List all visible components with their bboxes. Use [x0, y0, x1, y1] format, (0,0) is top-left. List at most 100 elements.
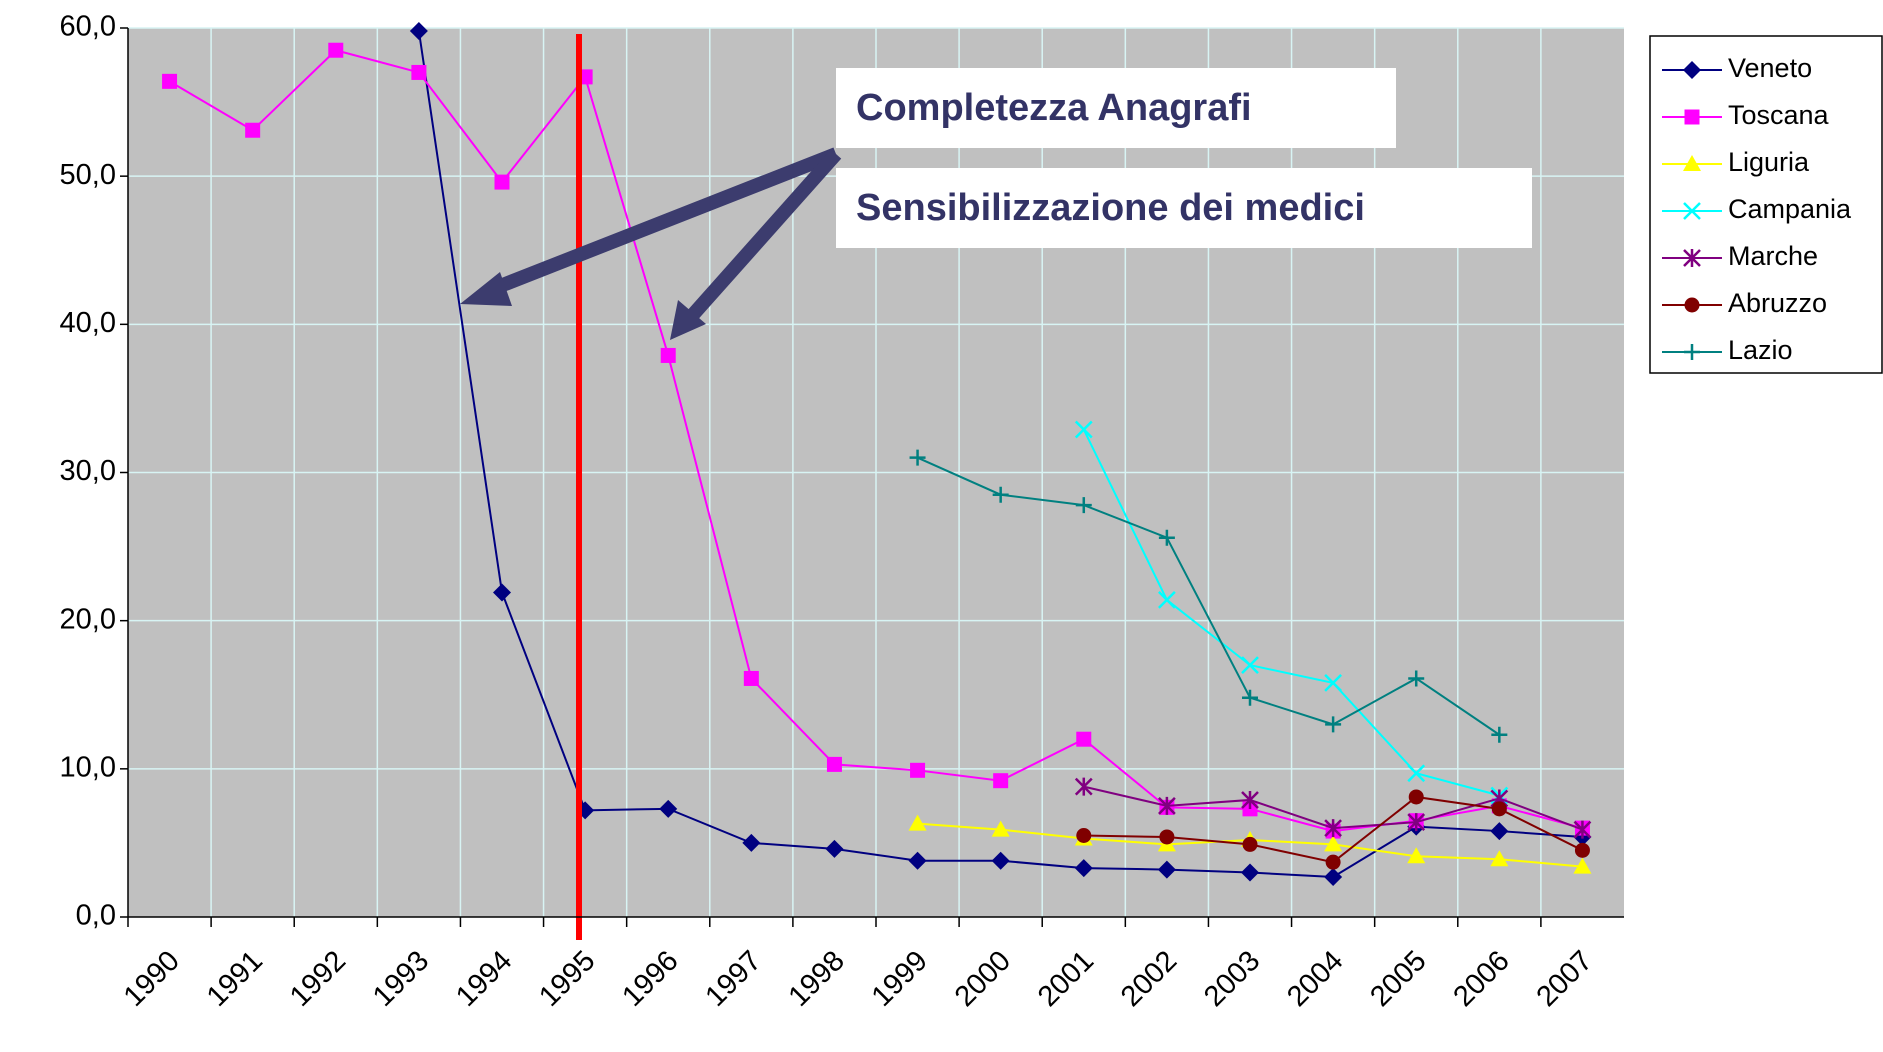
marker — [1408, 670, 1425, 687]
marker — [245, 122, 261, 138]
marker — [991, 851, 1010, 870]
marker — [1158, 796, 1176, 815]
x-tick-label: 1998 — [783, 945, 851, 1013]
legend-label: Lazio — [1728, 335, 1793, 365]
legend-label: Veneto — [1728, 53, 1812, 83]
marker — [1074, 859, 1093, 878]
marker — [1158, 591, 1176, 609]
annotation: Sensibilizzazione dei medici — [856, 187, 1365, 229]
marker — [1074, 777, 1093, 796]
x-tick-label: 2003 — [1198, 945, 1266, 1013]
y-tick-label: 20,0 — [60, 603, 116, 635]
legend-label: Marche — [1728, 241, 1818, 271]
marker — [908, 851, 927, 870]
marker — [1491, 801, 1507, 817]
annotation: Completezza Anagrafi — [856, 87, 1252, 129]
marker — [1074, 420, 1093, 439]
marker — [1242, 836, 1258, 852]
marker — [1407, 764, 1426, 783]
marker — [1407, 847, 1426, 864]
x-tick-label: 1995 — [533, 945, 601, 1013]
x-tick-label: 2005 — [1364, 945, 1432, 1013]
marker — [908, 814, 927, 831]
marker — [162, 73, 178, 89]
legend-marker — [1683, 61, 1701, 79]
annotation-box — [836, 68, 1396, 148]
marker — [910, 762, 926, 778]
marker — [1324, 819, 1342, 838]
series-line — [169, 49, 1583, 833]
legend-label: Liguria — [1728, 147, 1810, 177]
x-tick-label: 1996 — [616, 945, 684, 1013]
marker — [1241, 656, 1259, 675]
marker — [409, 21, 428, 40]
legend — [1649, 35, 1883, 374]
marker — [1325, 716, 1342, 733]
x-tick-label: 1993 — [367, 945, 435, 1013]
marker — [411, 64, 427, 80]
x-tick-label: 2004 — [1281, 945, 1349, 1013]
marker — [825, 839, 844, 858]
marker — [1242, 689, 1258, 706]
marker — [742, 833, 761, 852]
marker — [1491, 726, 1508, 743]
x-tick-label: 1992 — [284, 945, 352, 1013]
marker — [743, 670, 759, 686]
x-tick-label: 2001 — [1032, 945, 1100, 1013]
legend-label: Abruzzo — [1728, 288, 1827, 318]
marker — [991, 820, 1010, 837]
marker — [1075, 497, 1092, 514]
legend-label: Campania — [1728, 194, 1852, 224]
marker — [660, 347, 676, 363]
series-line — [1082, 429, 1500, 797]
x-tick-label: 1997 — [699, 945, 767, 1013]
marker — [1573, 820, 1592, 839]
y-tick-label: 60,0 — [60, 11, 116, 43]
marker — [1157, 860, 1176, 879]
legend-label: Toscana — [1728, 100, 1830, 130]
marker — [1408, 789, 1424, 805]
legend-marker — [1683, 249, 1701, 267]
marker — [1158, 529, 1175, 546]
x-tick-label: 1990 — [118, 945, 186, 1013]
y-tick-label: 0,0 — [76, 900, 116, 932]
marker — [494, 174, 510, 190]
legend-marker — [1684, 344, 1700, 360]
marker — [1490, 850, 1509, 867]
marker — [1076, 731, 1092, 747]
marker — [909, 449, 926, 466]
marker — [1574, 842, 1590, 858]
marker — [1241, 790, 1259, 809]
marker — [1573, 857, 1592, 874]
marker — [659, 799, 678, 818]
x-tick-label: 2002 — [1115, 945, 1183, 1013]
marker — [1490, 822, 1509, 841]
x-tick-label: 1999 — [866, 945, 934, 1013]
marker — [1407, 813, 1426, 832]
marker — [493, 583, 511, 602]
marker — [1324, 867, 1343, 886]
legend-marker — [1683, 155, 1701, 171]
y-tick-label: 40,0 — [60, 307, 116, 339]
marker — [993, 773, 1009, 789]
marker — [826, 756, 842, 772]
y-tick-label: 10,0 — [60, 751, 116, 783]
marker — [1076, 828, 1092, 844]
marker — [328, 42, 344, 58]
marker — [1159, 829, 1175, 845]
x-tick-label: 1991 — [201, 945, 269, 1013]
x-tick-label: 1994 — [450, 945, 518, 1013]
x-tick-label: 2006 — [1447, 945, 1515, 1013]
x-tick-label: 2007 — [1531, 945, 1599, 1013]
marker — [1325, 854, 1341, 870]
arrows — [460, 147, 842, 340]
marker — [1241, 863, 1259, 882]
legend-marker — [1684, 297, 1700, 313]
series-line — [917, 456, 1500, 736]
legend-marker — [1684, 109, 1700, 125]
annotation-box — [836, 168, 1532, 248]
marker — [1324, 835, 1343, 852]
x-tick-label: 2000 — [949, 945, 1017, 1013]
y-tick-label: 30,0 — [60, 455, 116, 487]
